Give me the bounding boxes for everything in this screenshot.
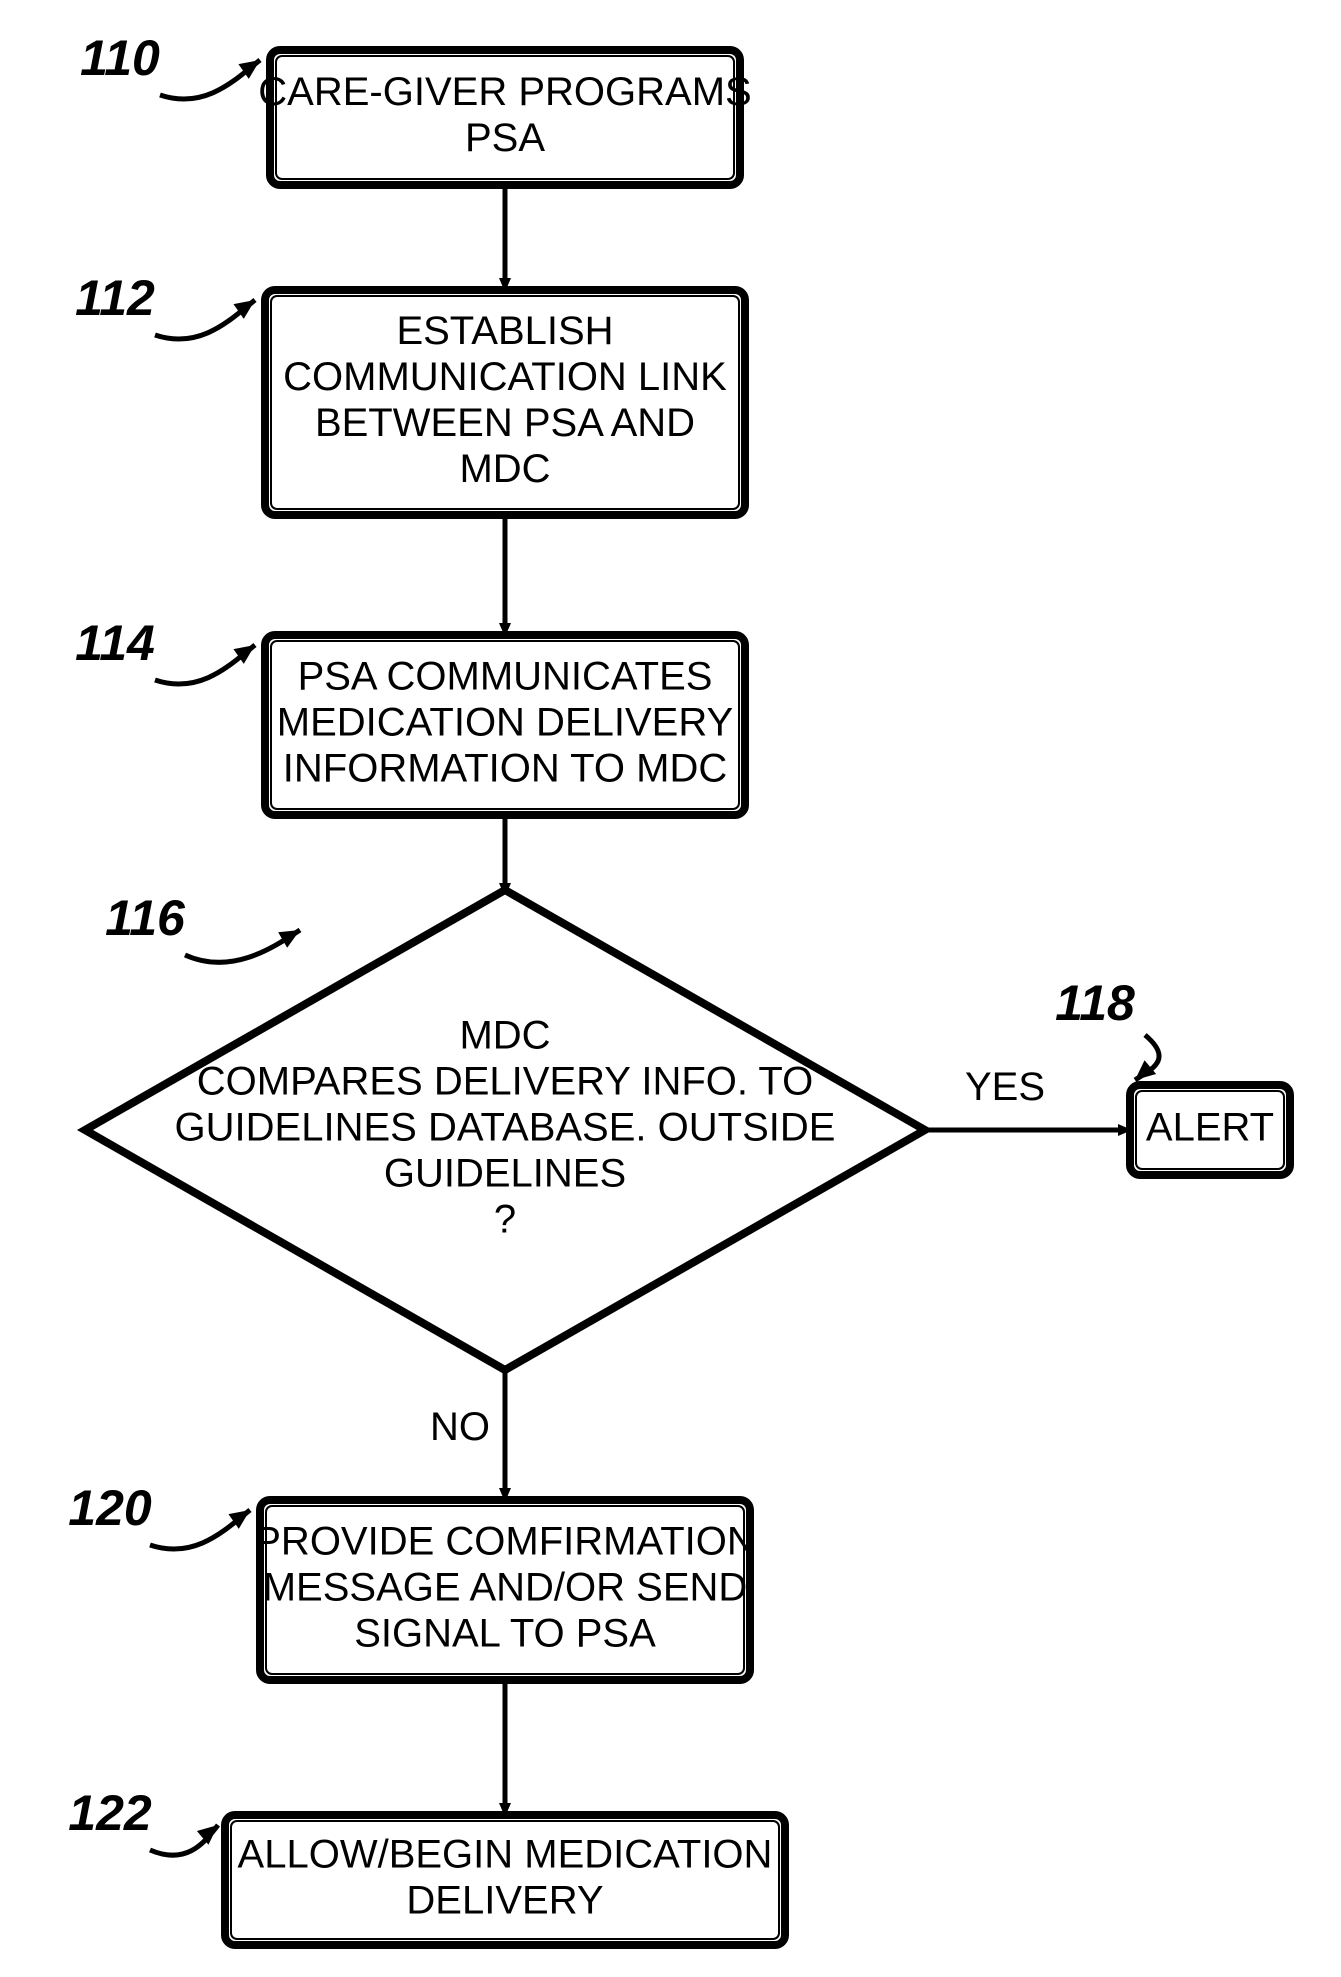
ref-label-116: 116 [105, 890, 186, 946]
node-text-n120-2: SIGNAL TO PSA [354, 1612, 656, 1656]
ref-label-118: 118 [1055, 975, 1135, 1031]
node-text-n116-3: GUIDELINES [384, 1152, 626, 1196]
node-n110: CARE-GIVER PROGRAMSPSA [258, 50, 751, 185]
node-n122: ALLOW/BEGIN MEDICATIONDELIVERY [225, 1815, 785, 1945]
node-n114: PSA COMMUNICATESMEDICATION DELIVERYINFOR… [265, 635, 745, 815]
node-text-n112-3: MDC [459, 447, 550, 491]
node-text-n116-2: GUIDELINES DATABASE. OUTSIDE [175, 1106, 836, 1150]
node-text-n112-0: ESTABLISH [396, 309, 613, 353]
node-text-n120-0: PROVIDE COMFIRMATION [254, 1520, 755, 1564]
node-text-n120-1: MESSAGE AND/OR SEND [263, 1566, 748, 1610]
node-text-n118-0: ALERT [1146, 1106, 1274, 1150]
node-text-n114-0: PSA COMMUNICATES [298, 655, 713, 699]
edge-label-no: NO [430, 1405, 490, 1449]
node-text-n116-1: COMPARES DELIVERY INFO. TO [197, 1060, 813, 1104]
ref-label-112: 112 [75, 270, 155, 326]
node-n112: ESTABLISHCOMMUNICATION LINKBETWEEN PSA A… [265, 290, 745, 515]
node-text-n110-1: PSA [465, 116, 545, 160]
ref-label-110: 110 [80, 30, 160, 86]
node-text-n116-4: ? [494, 1198, 516, 1242]
node-n118: ALERT [1130, 1085, 1290, 1175]
node-text-n112-2: BETWEEN PSA AND [315, 401, 695, 445]
ref-label-114: 114 [75, 615, 155, 671]
node-text-n112-1: COMMUNICATION LINK [283, 355, 727, 399]
node-text-n122-1: DELIVERY [406, 1879, 603, 1923]
node-text-n114-2: INFORMATION TO MDC [283, 747, 727, 791]
node-n120: PROVIDE COMFIRMATIONMESSAGE AND/OR SENDS… [254, 1500, 755, 1680]
node-text-n110-0: CARE-GIVER PROGRAMS [258, 70, 751, 114]
flowchart-canvas: YES NO CARE-GIVER PROGRAMSPSA ESTABLISHCOMM… [0, 0, 1341, 1977]
node-text-n122-0: ALLOW/BEGIN MEDICATION [238, 1833, 773, 1877]
edge-label-yes: YES [965, 1065, 1045, 1109]
node-text-n116-0: MDC [459, 1014, 550, 1058]
ref-label-122: 122 [68, 1785, 152, 1841]
node-text-n114-1: MEDICATION DELIVERY [277, 701, 733, 745]
ref-label-120: 120 [68, 1480, 152, 1536]
